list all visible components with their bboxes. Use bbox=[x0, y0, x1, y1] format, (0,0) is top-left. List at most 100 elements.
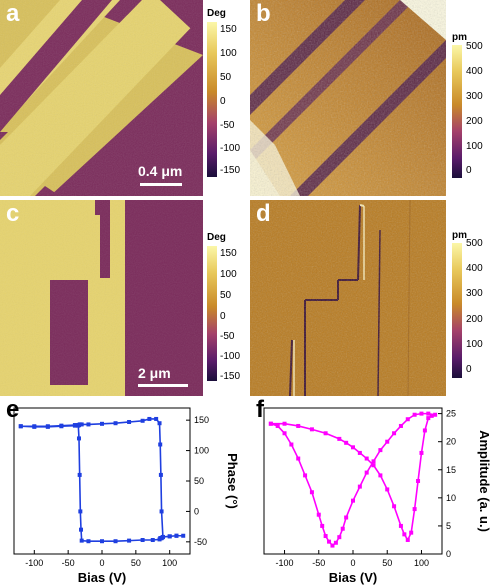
scale-label-c: 2 μm bbox=[138, 365, 171, 381]
y-axis-label: Amplitude (a. u.) bbox=[477, 430, 492, 532]
data-point bbox=[340, 526, 345, 531]
data-point bbox=[282, 431, 287, 436]
data-point bbox=[351, 445, 355, 450]
plot-frame bbox=[13, 407, 191, 555]
data-point bbox=[429, 413, 434, 418]
data-point bbox=[127, 538, 132, 543]
y-tick-label: 150 bbox=[194, 415, 209, 425]
data-point bbox=[385, 439, 390, 444]
data-point bbox=[351, 498, 355, 503]
y-tick-label: 25 bbox=[446, 409, 456, 419]
data-point bbox=[113, 539, 118, 544]
data-point bbox=[412, 412, 417, 417]
panel-c-phase-image: c 2 μm bbox=[0, 200, 203, 396]
x-tick-label: -100 bbox=[25, 558, 43, 568]
data-point bbox=[100, 421, 104, 426]
y-tick-label: 0 bbox=[446, 549, 451, 559]
colorbar-height-top-gradient bbox=[452, 45, 462, 178]
y-tick-label: -50 bbox=[194, 537, 207, 547]
colorbar-tick: 400 bbox=[466, 263, 483, 274]
colorbar-height-bottom-unit: pm bbox=[452, 230, 467, 241]
colorbar-phase-bottom-unit: Deg bbox=[207, 232, 226, 243]
data-point bbox=[422, 428, 427, 433]
data-point bbox=[86, 539, 91, 544]
data-point bbox=[268, 421, 273, 426]
data-point bbox=[402, 532, 407, 537]
plot-frame bbox=[263, 407, 443, 555]
colorbar-tick: 0 bbox=[220, 96, 226, 107]
data-point bbox=[77, 472, 82, 477]
data-point bbox=[320, 523, 325, 528]
colorbar-tick: 100 bbox=[466, 339, 483, 350]
panel-label-c: c bbox=[6, 200, 20, 227]
colorbar-tick: 150 bbox=[220, 248, 237, 259]
colorbar-height-top: pm 500 400 300 200 100 0 bbox=[452, 0, 500, 196]
data-point bbox=[392, 504, 397, 509]
data-point bbox=[79, 527, 84, 532]
data-point bbox=[323, 431, 328, 436]
data-point bbox=[433, 412, 438, 417]
data-point bbox=[296, 423, 301, 428]
panel-label-b: b bbox=[256, 0, 271, 27]
x-tick-label: -50 bbox=[312, 558, 325, 568]
scale-label-a: 0.4 μm bbox=[138, 163, 183, 179]
colorbar-height-bottom-gradient bbox=[452, 243, 462, 378]
data-point bbox=[154, 416, 159, 421]
colorbar-tick: 100 bbox=[220, 269, 237, 280]
colorbar-tick: 50 bbox=[220, 72, 232, 83]
data-point bbox=[344, 440, 349, 445]
data-point bbox=[18, 424, 23, 429]
colorbar-tick: 100 bbox=[220, 48, 237, 59]
data-point bbox=[72, 423, 77, 428]
colorbar-tick: 100 bbox=[466, 141, 483, 152]
data-point bbox=[426, 411, 431, 416]
data-point bbox=[167, 534, 172, 539]
data-point bbox=[316, 512, 321, 517]
data-point bbox=[371, 459, 376, 464]
data-point bbox=[398, 523, 403, 528]
data-point bbox=[364, 456, 369, 461]
y-tick-label: 50 bbox=[194, 476, 204, 486]
panel-b-height-image: b bbox=[250, 0, 446, 196]
colorbar-tick: 300 bbox=[466, 91, 483, 102]
panel-d-height-image: d bbox=[250, 200, 446, 396]
data-point bbox=[309, 427, 314, 432]
x-tick-label: 50 bbox=[131, 558, 141, 568]
panel-label-a: a bbox=[6, 0, 20, 27]
data-point bbox=[405, 417, 410, 422]
data-point bbox=[140, 418, 145, 423]
data-point bbox=[296, 456, 301, 461]
data-point bbox=[78, 509, 83, 514]
data-point bbox=[160, 534, 165, 539]
data-point bbox=[392, 431, 397, 436]
data-point bbox=[405, 537, 410, 542]
data-point bbox=[59, 423, 64, 428]
colorbar-tick: -150 bbox=[220, 165, 241, 176]
data-point bbox=[79, 538, 84, 543]
data-point bbox=[412, 507, 417, 512]
data-point bbox=[344, 515, 349, 520]
y-axis-label: Phase (°) bbox=[225, 453, 240, 509]
data-point bbox=[150, 538, 155, 543]
data-point bbox=[337, 535, 342, 540]
data-point bbox=[337, 436, 342, 441]
scale-bar-c bbox=[138, 384, 188, 387]
y-tick-label: 5 bbox=[446, 521, 451, 531]
colorbar-phase-bottom-gradient bbox=[207, 246, 217, 381]
colorbar-tick: 0 bbox=[220, 311, 226, 322]
colorbar-phase-bottom: Deg 150 100 50 0 -50 -100 -150 bbox=[207, 200, 247, 396]
x-tick-label: 0 bbox=[350, 558, 355, 568]
y-tick-label: 15 bbox=[446, 465, 456, 475]
data-point bbox=[100, 539, 104, 544]
data-point bbox=[323, 534, 328, 539]
y-tick-label: 0 bbox=[194, 506, 199, 516]
panel-b-map bbox=[250, 0, 446, 196]
colorbar-tick: 200 bbox=[466, 314, 483, 325]
data-point bbox=[303, 473, 308, 478]
colorbar-tick: 0 bbox=[466, 165, 472, 176]
data-point bbox=[275, 423, 280, 428]
panel-label-d: d bbox=[256, 200, 271, 227]
data-point bbox=[419, 450, 424, 455]
